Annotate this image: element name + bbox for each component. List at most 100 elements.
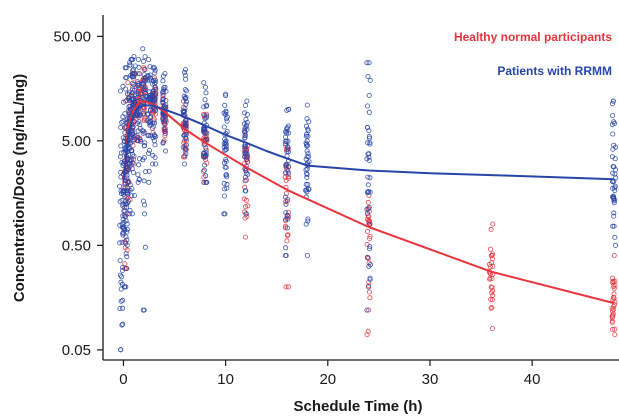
data-point bbox=[365, 328, 371, 334]
data-point bbox=[131, 161, 137, 167]
data-point bbox=[611, 304, 617, 310]
data-point bbox=[183, 88, 189, 94]
data-point bbox=[117, 257, 123, 263]
data-point bbox=[610, 101, 616, 107]
data-point bbox=[366, 133, 372, 139]
data-point bbox=[117, 199, 123, 205]
data-point bbox=[182, 69, 188, 75]
data-point bbox=[137, 71, 143, 77]
data-point bbox=[127, 89, 133, 95]
data-point bbox=[127, 62, 133, 68]
data-point bbox=[182, 161, 188, 167]
data-point bbox=[130, 68, 136, 74]
data-point bbox=[130, 169, 136, 175]
data-point bbox=[142, 202, 148, 208]
data-point bbox=[285, 216, 291, 222]
data-point bbox=[139, 128, 145, 134]
data-point bbox=[183, 101, 189, 107]
data-point bbox=[283, 163, 289, 169]
data-point bbox=[609, 154, 615, 160]
data-point bbox=[136, 162, 142, 168]
data-point bbox=[244, 120, 250, 126]
data-point bbox=[142, 54, 148, 60]
data-point bbox=[163, 98, 169, 104]
data-point bbox=[183, 76, 189, 82]
data-point bbox=[223, 157, 229, 163]
data-point bbox=[611, 210, 617, 216]
data-point bbox=[304, 174, 310, 180]
data-point bbox=[160, 97, 166, 103]
data-point bbox=[152, 70, 158, 76]
data-point bbox=[152, 142, 158, 148]
data-point bbox=[283, 201, 289, 207]
data-point bbox=[305, 218, 311, 224]
data-point bbox=[135, 137, 141, 143]
data-point bbox=[129, 90, 135, 96]
data-point bbox=[282, 194, 288, 200]
data-point bbox=[119, 239, 125, 245]
data-point bbox=[243, 204, 249, 210]
data-point bbox=[304, 154, 310, 160]
data-point bbox=[142, 211, 148, 217]
data-point bbox=[612, 326, 618, 332]
data-point bbox=[137, 138, 143, 144]
data-point bbox=[162, 128, 168, 134]
data-point bbox=[203, 150, 209, 156]
data-point bbox=[366, 307, 372, 313]
data-point bbox=[120, 83, 126, 89]
x-tick-label: 10 bbox=[217, 371, 234, 388]
data-point bbox=[142, 244, 148, 250]
data-point bbox=[611, 213, 617, 219]
data-point bbox=[303, 123, 309, 129]
data-point bbox=[137, 137, 143, 143]
data-point bbox=[489, 290, 495, 296]
data-point bbox=[152, 154, 158, 160]
data-point bbox=[222, 102, 228, 108]
data-point bbox=[364, 228, 370, 234]
data-point bbox=[490, 221, 496, 227]
data-point bbox=[610, 98, 616, 104]
data-point bbox=[611, 294, 617, 300]
data-point bbox=[364, 216, 370, 222]
data-point bbox=[151, 120, 157, 126]
data-point bbox=[181, 93, 187, 99]
data-point bbox=[283, 170, 289, 176]
data-point bbox=[204, 136, 210, 142]
data-point bbox=[224, 118, 230, 124]
data-point bbox=[130, 57, 136, 63]
trend-line-0 bbox=[122, 100, 615, 305]
data-point bbox=[202, 112, 208, 118]
data-point bbox=[183, 99, 189, 105]
data-point bbox=[118, 298, 124, 304]
data-point bbox=[489, 275, 495, 281]
data-point bbox=[201, 80, 207, 86]
scatter-points bbox=[117, 46, 619, 353]
data-point bbox=[143, 169, 149, 175]
data-point bbox=[243, 122, 249, 128]
data-point bbox=[135, 71, 141, 77]
y-tick-label: 0.50 bbox=[62, 237, 91, 254]
data-point bbox=[304, 252, 310, 258]
data-point bbox=[146, 147, 152, 153]
data-point bbox=[118, 88, 124, 94]
data-point bbox=[283, 252, 289, 258]
data-point bbox=[611, 223, 617, 229]
data-point bbox=[182, 108, 188, 114]
data-point bbox=[125, 178, 131, 184]
data-point bbox=[286, 130, 292, 136]
data-point bbox=[282, 129, 288, 135]
data-point bbox=[612, 185, 618, 191]
data-point bbox=[284, 149, 290, 155]
data-point bbox=[304, 172, 310, 178]
data-point bbox=[243, 211, 249, 217]
x-tick-label: 0 bbox=[119, 371, 127, 388]
data-point bbox=[152, 93, 158, 99]
data-point bbox=[123, 265, 129, 271]
data-point bbox=[243, 154, 249, 160]
data-point bbox=[127, 207, 133, 213]
data-point bbox=[135, 82, 141, 88]
data-point bbox=[124, 75, 130, 81]
data-point bbox=[140, 307, 146, 313]
data-point bbox=[129, 193, 135, 199]
data-point bbox=[123, 251, 129, 257]
